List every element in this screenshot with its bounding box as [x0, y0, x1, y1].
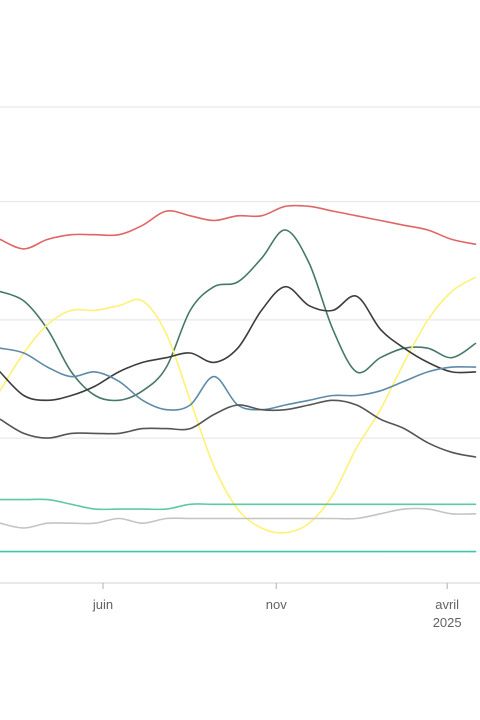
series-line-1 — [0, 204, 477, 250]
x-tick-label: juin — [92, 597, 113, 612]
series-line-4 — [0, 285, 477, 402]
gridlines — [0, 106, 480, 439]
x-axis: juin nov avril 2025 — [92, 583, 462, 630]
series-lines — [0, 204, 477, 553]
series-line-3 — [0, 276, 477, 534]
x-tick-label: avril — [435, 597, 459, 612]
x-tick-sublabel: 2025 — [433, 615, 462, 630]
series-line-2 — [0, 229, 477, 402]
x-tick-label: nov — [266, 597, 287, 612]
series-line-6 — [0, 399, 477, 458]
series-line-7 — [0, 498, 477, 511]
series-line-5 — [0, 347, 477, 411]
series-line-8 — [0, 507, 477, 529]
